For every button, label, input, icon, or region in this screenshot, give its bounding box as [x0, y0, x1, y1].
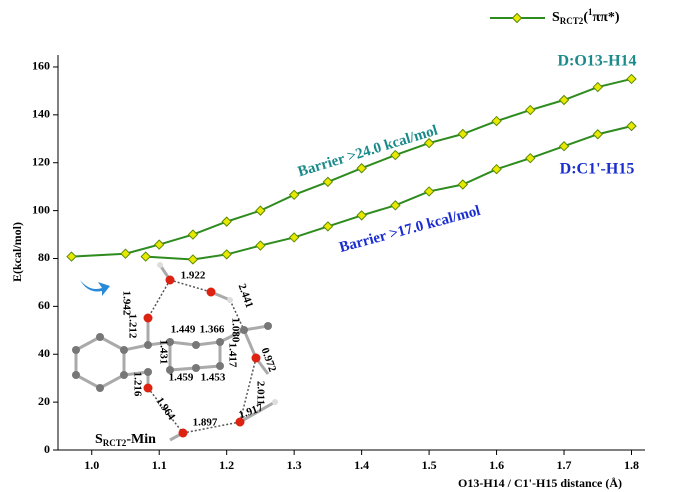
marker	[141, 252, 150, 261]
bond-label: 1.964	[153, 395, 177, 423]
marker	[155, 240, 164, 249]
marker	[67, 252, 76, 261]
x-tick-label: 1.7	[557, 458, 572, 472]
bond-label: 1.366	[200, 324, 225, 336]
marker	[256, 206, 265, 215]
marker	[593, 83, 602, 92]
y-tick-label: 100	[32, 202, 50, 216]
molecule-label-part: -Min	[126, 432, 156, 447]
y-tick-label: 60	[38, 298, 50, 312]
molecule-label: SRCT2-Min	[95, 432, 156, 448]
bond-label: 2.441	[236, 282, 256, 309]
molecule-label-part: RCT2	[103, 438, 127, 448]
x-tick-label: 1.1	[152, 458, 167, 472]
x-tick-label: 1.4	[354, 458, 369, 472]
y-tick-label: 120	[32, 154, 50, 168]
marker	[290, 190, 299, 199]
x-tick-label: 1.5	[422, 458, 437, 472]
marker	[357, 211, 366, 220]
marker	[188, 230, 197, 239]
bond-label: 1.216	[131, 372, 143, 397]
annotation: Barrier >24.0 kcal/mol	[296, 123, 440, 181]
legend-part: ππ*)	[592, 10, 619, 25]
x-axis-title: O13-H14 / C1'-H15 distance (Å)	[458, 476, 622, 490]
y-tick-label: 40	[38, 346, 50, 360]
y-tick-label: 140	[32, 107, 50, 121]
marker	[458, 180, 467, 189]
marker	[222, 217, 231, 226]
marker	[357, 164, 366, 173]
legend-label: SRCT2(1ππ*)	[552, 7, 620, 26]
bond-label: 1.917	[237, 402, 265, 422]
marker	[458, 130, 467, 139]
legend-marker	[513, 14, 522, 23]
molecule-label-part: S	[95, 432, 103, 447]
x-tick-label: 1.2	[219, 458, 234, 472]
marker	[492, 165, 501, 174]
marker	[526, 106, 535, 115]
bond-label: 1.942	[120, 291, 132, 316]
marker	[627, 74, 636, 83]
marker	[391, 201, 400, 210]
bond-label: 1.431	[157, 340, 169, 365]
legend-part: RCT2	[560, 16, 584, 26]
x-tick-label: 1.6	[489, 458, 504, 472]
marker	[560, 96, 569, 105]
bond-label: 1.449	[171, 324, 196, 336]
marker	[526, 154, 535, 163]
bond-label: 2.011	[254, 381, 266, 405]
y-tick-label: 80	[38, 250, 50, 264]
bond-label: 1.897	[193, 417, 218, 429]
series-label: D:C1'-H15	[560, 161, 635, 178]
chart: O13-H14 / C1'-H15 distance (Å) E(kcal/mo…	[0, 0, 673, 492]
marker	[593, 130, 602, 139]
marker	[256, 241, 265, 250]
line	[71, 79, 631, 257]
bond-label: 1.922	[181, 270, 206, 282]
bond-label: 1.080	[229, 318, 241, 343]
y-tick-label: 160	[32, 59, 50, 73]
marker	[627, 122, 636, 131]
legend-part: S	[552, 10, 560, 25]
bond-label: 1.453	[201, 372, 226, 384]
marker	[323, 177, 332, 186]
y-tick-label: 20	[38, 394, 50, 408]
marker	[425, 187, 434, 196]
x-tick-label: 1.3	[287, 458, 302, 472]
bond-label: 0.972	[259, 346, 279, 374]
marker	[188, 255, 197, 264]
marker	[560, 142, 569, 151]
series-label: D:O13-H14	[557, 53, 636, 70]
bond-label: 1.417	[226, 343, 238, 368]
marker	[121, 249, 130, 258]
y-tick-label: 0	[44, 442, 50, 456]
marker	[323, 222, 332, 231]
x-tick-label: 1.8	[624, 458, 639, 472]
marker	[492, 117, 501, 126]
x-tick-label: 1.0	[84, 458, 99, 472]
y-axis-title: E(kcal/mol)	[10, 222, 24, 282]
bond-label: 1.459	[169, 372, 194, 384]
annotation: Barrier >17.0 kcal/mol	[338, 203, 483, 256]
marker	[222, 250, 231, 259]
marker	[290, 233, 299, 242]
bond-label: 1.212	[126, 314, 138, 339]
arrow	[80, 280, 110, 296]
